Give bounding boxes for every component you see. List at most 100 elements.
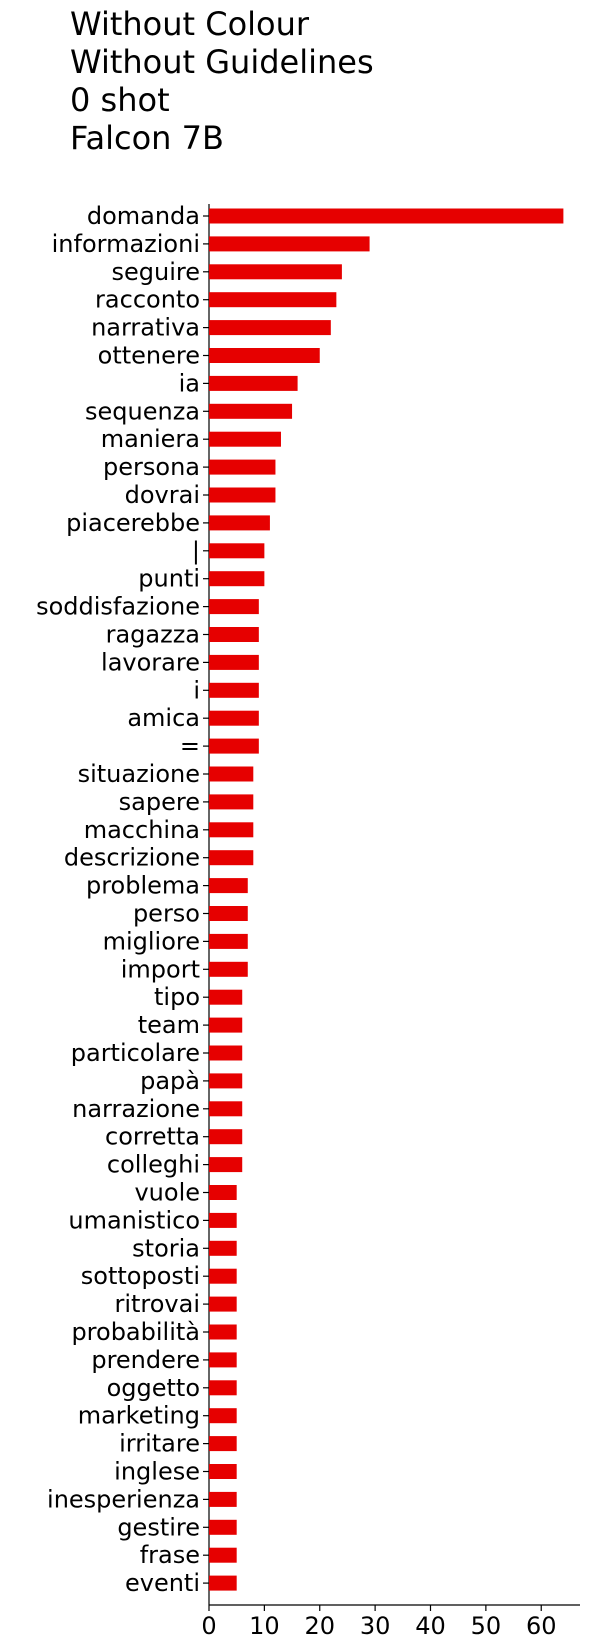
bar xyxy=(209,989,243,1005)
bar xyxy=(209,1296,237,1312)
bar xyxy=(209,933,248,949)
bar xyxy=(209,710,259,726)
bar xyxy=(209,1547,237,1563)
category-label: informazioni xyxy=(52,230,200,258)
bar xyxy=(209,375,298,391)
bar xyxy=(209,1324,237,1340)
category-label: sottoposti xyxy=(81,1262,200,1290)
category-label: vuole xyxy=(134,1179,200,1207)
category-label: amica xyxy=(127,704,200,732)
category-label: ia xyxy=(179,369,200,397)
title-line-3: 0 shot xyxy=(70,81,170,119)
x-tick-label: 60 xyxy=(526,1612,557,1636)
bar xyxy=(209,320,331,336)
bar xyxy=(209,627,259,642)
bar xyxy=(209,794,254,810)
category-label: situazione xyxy=(78,760,200,788)
category-label: i xyxy=(193,676,200,704)
bar xyxy=(209,459,276,475)
bar xyxy=(209,1268,237,1284)
x-tick-label: 10 xyxy=(249,1612,280,1636)
bar xyxy=(209,906,248,921)
category-label: domanda xyxy=(87,202,200,230)
bar xyxy=(209,487,276,503)
bar xyxy=(209,878,248,894)
bar xyxy=(209,599,259,615)
category-label: seguire xyxy=(112,258,201,286)
bar xyxy=(209,1212,237,1228)
bar xyxy=(209,738,259,754)
category-label: papà xyxy=(140,1067,200,1095)
bar xyxy=(209,264,342,280)
bar xyxy=(209,543,265,559)
bar xyxy=(209,1464,237,1479)
category-label: storia xyxy=(132,1234,200,1262)
category-label: umanistico xyxy=(68,1206,200,1234)
category-label: particolare xyxy=(71,1039,200,1067)
bar xyxy=(209,1240,237,1256)
bar xyxy=(209,236,370,252)
category-label: inesperienza xyxy=(47,1485,200,1513)
category-label: problema xyxy=(86,872,200,900)
bar xyxy=(209,1045,243,1061)
bar xyxy=(209,961,248,977)
bar xyxy=(209,1436,237,1452)
bar xyxy=(209,1073,243,1089)
bar xyxy=(209,1380,237,1396)
category-label: inglese xyxy=(114,1458,200,1486)
x-tick-label: 30 xyxy=(360,1612,391,1636)
x-tick-label: 20 xyxy=(304,1612,335,1636)
category-label: sequenza xyxy=(85,397,200,425)
bar xyxy=(209,1408,237,1424)
category-label: irritare xyxy=(119,1430,200,1458)
x-tick-label: 0 xyxy=(201,1612,216,1636)
category-label: ragazza xyxy=(106,621,200,649)
category-label: colleghi xyxy=(107,1151,200,1179)
bar xyxy=(209,1491,237,1507)
category-label: oggetto xyxy=(107,1374,200,1402)
bar xyxy=(209,1157,243,1173)
category-label: corretta xyxy=(105,1123,200,1151)
category-label: maniera xyxy=(101,425,200,453)
bar xyxy=(209,431,281,447)
category-label: eventi xyxy=(125,1569,200,1597)
bar xyxy=(209,850,254,866)
bar xyxy=(209,1185,237,1200)
category-label: frase xyxy=(140,1541,200,1569)
bar xyxy=(209,292,337,308)
category-label: | xyxy=(192,537,200,565)
title-line-4: Falcon 7B xyxy=(70,119,224,157)
bar xyxy=(209,571,265,587)
bar xyxy=(209,403,293,419)
bar xyxy=(209,1519,237,1535)
category-label: team xyxy=(138,1011,200,1039)
chart-title: Without Colour Without Guidelines 0 shot… xyxy=(70,5,374,157)
category-label: racconto xyxy=(95,286,200,314)
category-label: piacerebbe xyxy=(66,509,200,537)
bar xyxy=(209,1129,243,1145)
category-label: gestire xyxy=(117,1513,200,1541)
category-label: dovrai xyxy=(125,481,200,509)
title-line-2: Without Guidelines xyxy=(70,43,374,81)
category-label: ritrovai xyxy=(114,1290,200,1318)
bar xyxy=(209,1017,243,1033)
bar xyxy=(209,822,254,838)
category-label: soddisfazione xyxy=(36,593,200,621)
bar xyxy=(209,766,254,782)
bar xyxy=(209,682,259,698)
x-tick-label: 40 xyxy=(415,1612,446,1636)
x-tick-label: 50 xyxy=(471,1612,502,1636)
category-label: prendere xyxy=(91,1346,200,1374)
category-label: ottenere xyxy=(98,342,200,370)
category-label: punti xyxy=(138,565,200,593)
bar xyxy=(209,1101,243,1117)
category-label: tipo xyxy=(154,983,200,1011)
category-label: = xyxy=(180,732,200,760)
category-label: migliore xyxy=(103,927,200,955)
bar xyxy=(209,208,564,224)
bar xyxy=(209,348,320,363)
bar xyxy=(209,1575,237,1591)
bar xyxy=(209,1352,237,1368)
bar xyxy=(209,515,270,531)
